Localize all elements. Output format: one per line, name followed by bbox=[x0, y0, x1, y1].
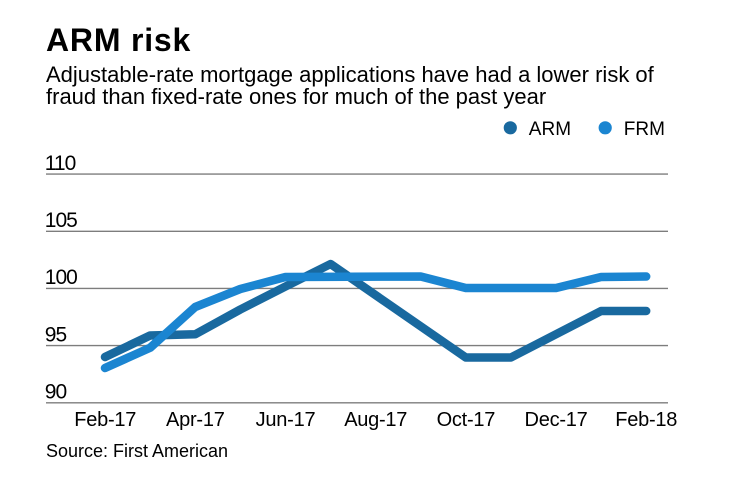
svg-text:ARM risk: ARM risk bbox=[46, 22, 191, 58]
svg-text:Feb-18: Feb-18 bbox=[615, 409, 677, 431]
svg-text:Aug-17: Aug-17 bbox=[344, 409, 407, 431]
svg-text:ARM: ARM bbox=[529, 119, 571, 140]
svg-text:95: 95 bbox=[45, 323, 67, 346]
svg-text:90: 90 bbox=[45, 381, 67, 404]
svg-text:fraud than fixed-rate ones for: fraud than fixed-rate ones for much of t… bbox=[46, 84, 546, 109]
svg-text:Apr-17: Apr-17 bbox=[166, 409, 225, 431]
svg-text:100: 100 bbox=[45, 266, 77, 289]
svg-text:Adjustable-rate mortgage appli: Adjustable-rate mortgage applications ha… bbox=[46, 62, 655, 87]
svg-text:Dec-17: Dec-17 bbox=[525, 409, 588, 431]
svg-text:110: 110 bbox=[45, 152, 76, 175]
svg-text:Jun-17: Jun-17 bbox=[256, 409, 316, 431]
svg-text:105: 105 bbox=[45, 209, 77, 232]
svg-text:Oct-17: Oct-17 bbox=[437, 409, 496, 431]
svg-text:Source: First American: Source: First American bbox=[46, 441, 228, 461]
svg-text:Feb-17: Feb-17 bbox=[74, 409, 136, 431]
svg-text:FRM: FRM bbox=[624, 119, 665, 140]
